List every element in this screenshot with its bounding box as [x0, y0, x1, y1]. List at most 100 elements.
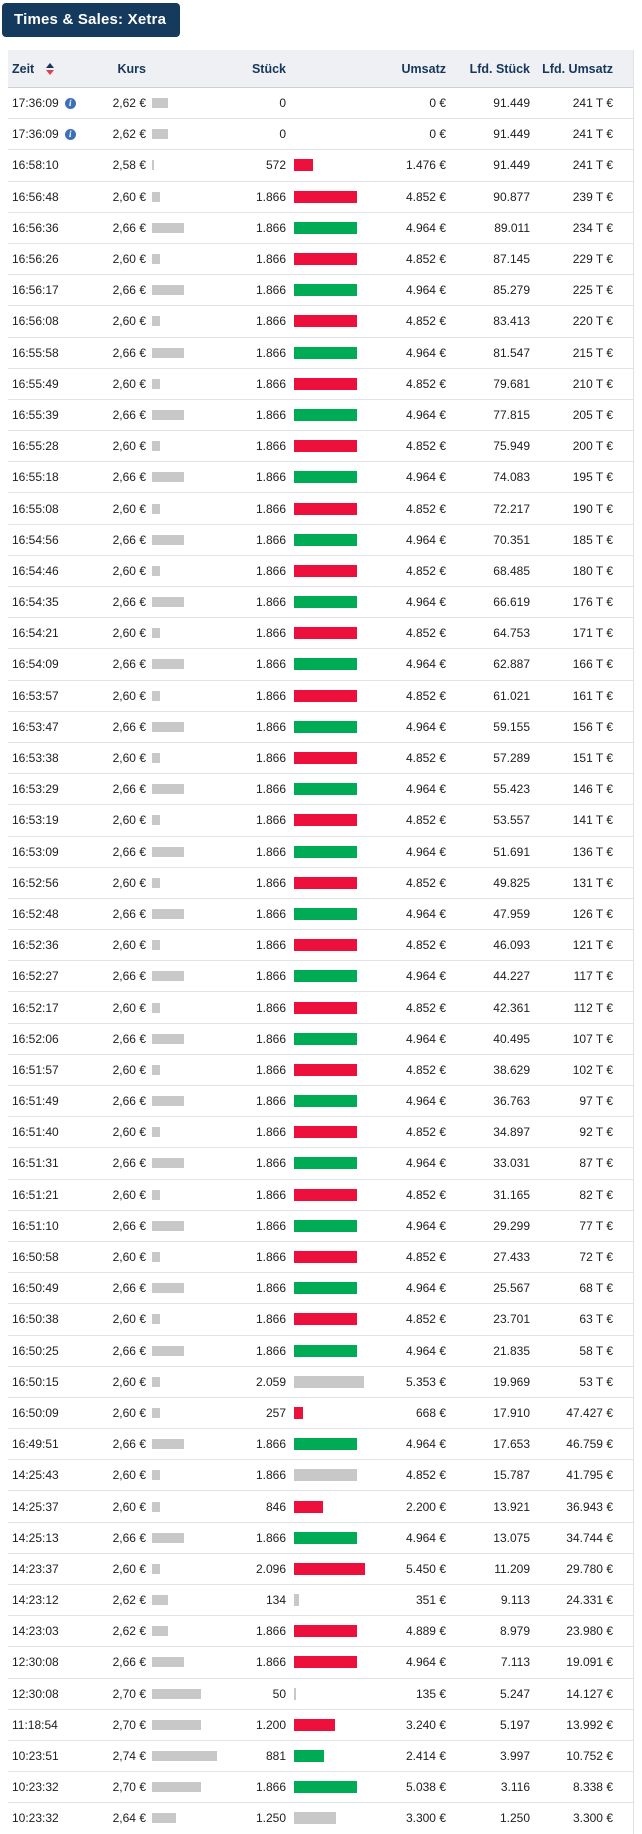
cumulative-turnover: 241 T € [572, 96, 613, 111]
table-row: 16:52:36 i 2,60 € 1.866 4.852 € 46.093 1… [8, 930, 633, 962]
volume-bar [294, 315, 357, 328]
trade-price: 2,60 € [112, 1561, 146, 1576]
cumulative-turnover: 176 T € [572, 595, 613, 610]
trade-price: 2,60 € [112, 501, 146, 516]
trade-turnover: 4.964 € [405, 345, 446, 360]
trade-time: 10:23:32 [12, 1780, 59, 1795]
price-level-bar [152, 1064, 160, 1075]
volume-bar [294, 1282, 357, 1295]
volume-bar [294, 876, 357, 889]
cumulative-turnover: 126 T € [572, 906, 613, 921]
volume-bar [294, 253, 357, 266]
column-header-zeit-label[interactable]: Zeit [12, 61, 35, 76]
trade-time: 16:56:36 [12, 220, 59, 235]
table-row: 16:53:57 i 2,60 € 1.866 4.852 € 61.021 1… [8, 681, 633, 712]
info-icon[interactable]: i [64, 97, 76, 109]
cumulative-turnover: 24.331 € [566, 1593, 613, 1608]
trade-turnover: 4.964 € [405, 595, 446, 610]
trade-turnover: 3.300 € [405, 1811, 446, 1826]
cumulative-volume: 57.289 [493, 751, 530, 766]
trade-price: 2,66 € [112, 906, 146, 921]
cumulative-turnover: 146 T € [572, 782, 613, 797]
cumulative-turnover: 205 T € [572, 407, 613, 422]
cumulative-turnover: 151 T € [572, 751, 613, 766]
cumulative-turnover: 156 T € [572, 719, 613, 734]
trade-volume: 1.866 [255, 1218, 286, 1233]
cumulative-volume: 11.209 [494, 1561, 530, 1576]
trade-turnover: 4.964 € [405, 1281, 446, 1296]
column-header-lfd-umsatz: Lfd. Umsatz [542, 61, 613, 76]
trade-volume: 1.866 [255, 1125, 286, 1140]
sort-icon[interactable] [46, 62, 55, 75]
column-header-zeit[interactable]: Zeit [8, 62, 86, 76]
table-row: 16:54:21 i 2,60 € 1.866 4.852 € 64.753 1… [8, 618, 633, 650]
cumulative-volume: 51.691 [493, 844, 530, 859]
trade-price: 2,60 € [112, 1250, 146, 1265]
cumulative-volume: 17.653 [493, 1437, 530, 1452]
cumulative-volume: 59.155 [493, 719, 530, 734]
trade-time: 16:53:47 [12, 719, 59, 734]
cumulative-volume: 21.835 [493, 1343, 530, 1358]
cumulative-turnover: 68 T € [579, 1281, 613, 1296]
info-icon[interactable]: i [64, 128, 76, 140]
cumulative-turnover: 3.300 € [572, 1811, 613, 1826]
price-level-bar [152, 347, 184, 358]
trade-turnover: 4.889 € [405, 1624, 446, 1639]
table-row: 16:56:48 i 2,60 € 1.866 4.852 € 90.877 2… [8, 182, 633, 213]
trade-time: 16:56:08 [12, 314, 59, 329]
price-level-bar [152, 1220, 184, 1231]
table-row: 16:54:46 i 2,60 € 1.866 4.852 € 68.485 1… [8, 556, 633, 587]
trade-time: 16:54:56 [12, 532, 59, 547]
volume-bar [294, 1313, 357, 1326]
price-level-bar [152, 1158, 184, 1169]
trade-turnover: 5.450 € [405, 1561, 446, 1576]
volume-bar [294, 1656, 357, 1669]
trade-volume: 881 [265, 1749, 286, 1764]
volume-bar [294, 939, 357, 952]
trade-price: 2,60 € [112, 376, 146, 391]
volume-bar [294, 1781, 357, 1794]
volume-bar [294, 190, 357, 203]
table-row: 14:25:37 i 2,60 € 846 2.200 € 13.921 36.… [8, 1491, 633, 1523]
trade-time: 16:51:40 [12, 1125, 59, 1140]
column-header-lfd-stueck: Lfd. Stück [469, 61, 530, 76]
cumulative-turnover: 23.980 € [566, 1624, 613, 1639]
column-header-kurs: Kurs [117, 61, 146, 76]
trade-time: 14:25:13 [12, 1530, 59, 1545]
cumulative-turnover: 121 T € [572, 938, 613, 953]
cumulative-turnover: 72 T € [579, 1250, 613, 1265]
trade-time: 16:54:46 [12, 563, 59, 578]
trade-turnover: 4.852 € [405, 938, 446, 953]
table-row: 14:23:12 i 2,62 € 134 351 € 9.113 24.331… [8, 1585, 633, 1617]
trade-volume: 1.866 [255, 844, 286, 859]
cumulative-turnover: 161 T € [572, 688, 613, 703]
column-header-umsatz: Umsatz [401, 61, 446, 76]
cumulative-volume: 46.093 [493, 938, 530, 953]
cumulative-volume: 15.787 [493, 1468, 530, 1483]
cumulative-volume: 38.629 [493, 1062, 530, 1077]
trade-time: 16:51:21 [12, 1187, 59, 1202]
trade-turnover: 4.852 € [405, 1250, 446, 1265]
table-row: 16:50:15 i 2,60 € 2.059 5.353 € 19.969 5… [8, 1367, 633, 1398]
trade-turnover: 5.353 € [405, 1374, 446, 1389]
cumulative-turnover: 131 T € [572, 875, 613, 890]
trade-turnover: 4.964 € [405, 844, 446, 859]
trade-volume: 50 [272, 1686, 286, 1701]
volume-bar [294, 720, 357, 733]
trade-volume: 257 [265, 1405, 286, 1420]
cumulative-volume: 29.299 [493, 1218, 530, 1233]
trade-volume: 1.866 [255, 376, 286, 391]
cumulative-turnover: 210 T € [572, 376, 613, 391]
cumulative-turnover: 14.127 € [566, 1686, 613, 1701]
volume-bar [294, 1500, 323, 1513]
cumulative-volume: 40.495 [493, 1031, 530, 1046]
trade-time: 16:52:06 [12, 1031, 59, 1046]
trade-price: 2,74 € [112, 1749, 146, 1764]
table-row: 14:23:03 i 2,62 € 1.866 4.889 € 8.979 23… [8, 1616, 633, 1648]
cumulative-volume: 64.753 [493, 626, 530, 641]
volume-bar [294, 346, 357, 359]
price-level-bar [152, 1376, 160, 1387]
trade-turnover: 4.852 € [405, 439, 446, 454]
trade-price: 2,70 € [112, 1717, 146, 1732]
